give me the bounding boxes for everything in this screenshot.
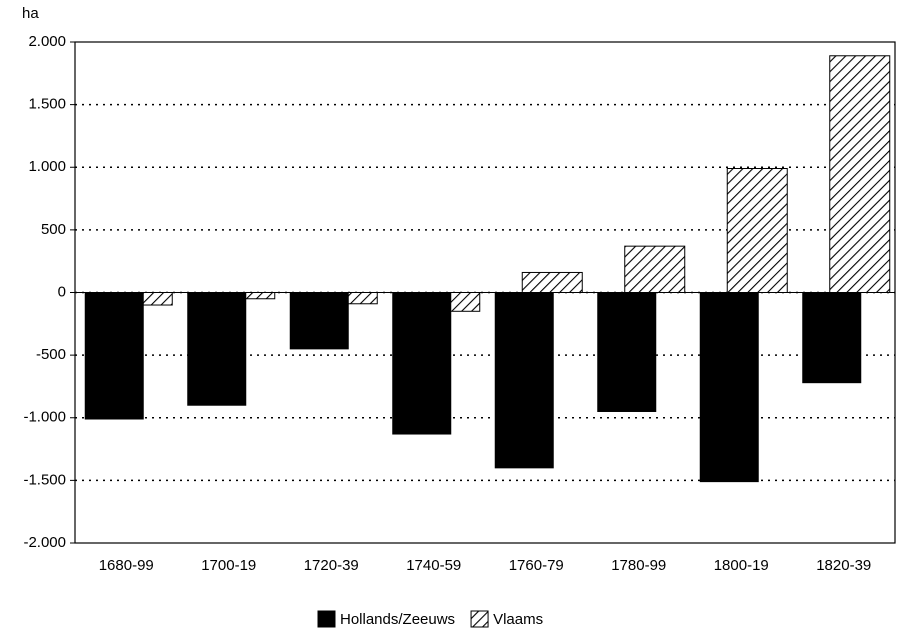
plot-frame <box>74 41 896 544</box>
y-tick-label: -2.000 <box>23 534 66 551</box>
bar <box>597 292 657 412</box>
bar <box>84 292 144 420</box>
legend-swatch <box>470 610 489 628</box>
x-tick-label: 1680-99 <box>99 557 154 574</box>
y-tick-label: 0 <box>58 283 66 300</box>
y-tick-label: -1.500 <box>23 471 66 488</box>
bar <box>699 292 759 483</box>
bar <box>726 168 788 293</box>
legend-label: Vlaams <box>493 611 543 628</box>
legend-label: Hollands/Zeeuws <box>340 611 455 628</box>
x-tick-label: 1820-39 <box>816 557 871 574</box>
legend-swatch <box>317 610 336 628</box>
bar <box>521 271 583 293</box>
bar <box>494 292 554 469</box>
y-tick-label: -1.000 <box>23 409 66 426</box>
x-tick-label: 1720-39 <box>304 557 359 574</box>
bar <box>802 292 862 384</box>
x-tick-label: 1700-19 <box>201 557 256 574</box>
x-tick-label: 1740-59 <box>406 557 461 574</box>
bar <box>829 55 891 294</box>
bar <box>392 292 452 435</box>
bar <box>624 245 686 293</box>
y-tick-label: 500 <box>41 221 66 238</box>
y-tick-label: -500 <box>36 346 66 363</box>
x-tick-label: 1800-19 <box>714 557 769 574</box>
x-tick-label: 1760-79 <box>509 557 564 574</box>
y-tick-label: 1.000 <box>28 158 66 175</box>
bar <box>187 292 247 406</box>
x-tick-label: 1780-99 <box>611 557 666 574</box>
y-axis-label: ha <box>22 5 39 22</box>
y-tick-label: 1.500 <box>28 96 66 113</box>
y-tick-label: 2.000 <box>28 33 66 50</box>
bar <box>289 292 349 350</box>
